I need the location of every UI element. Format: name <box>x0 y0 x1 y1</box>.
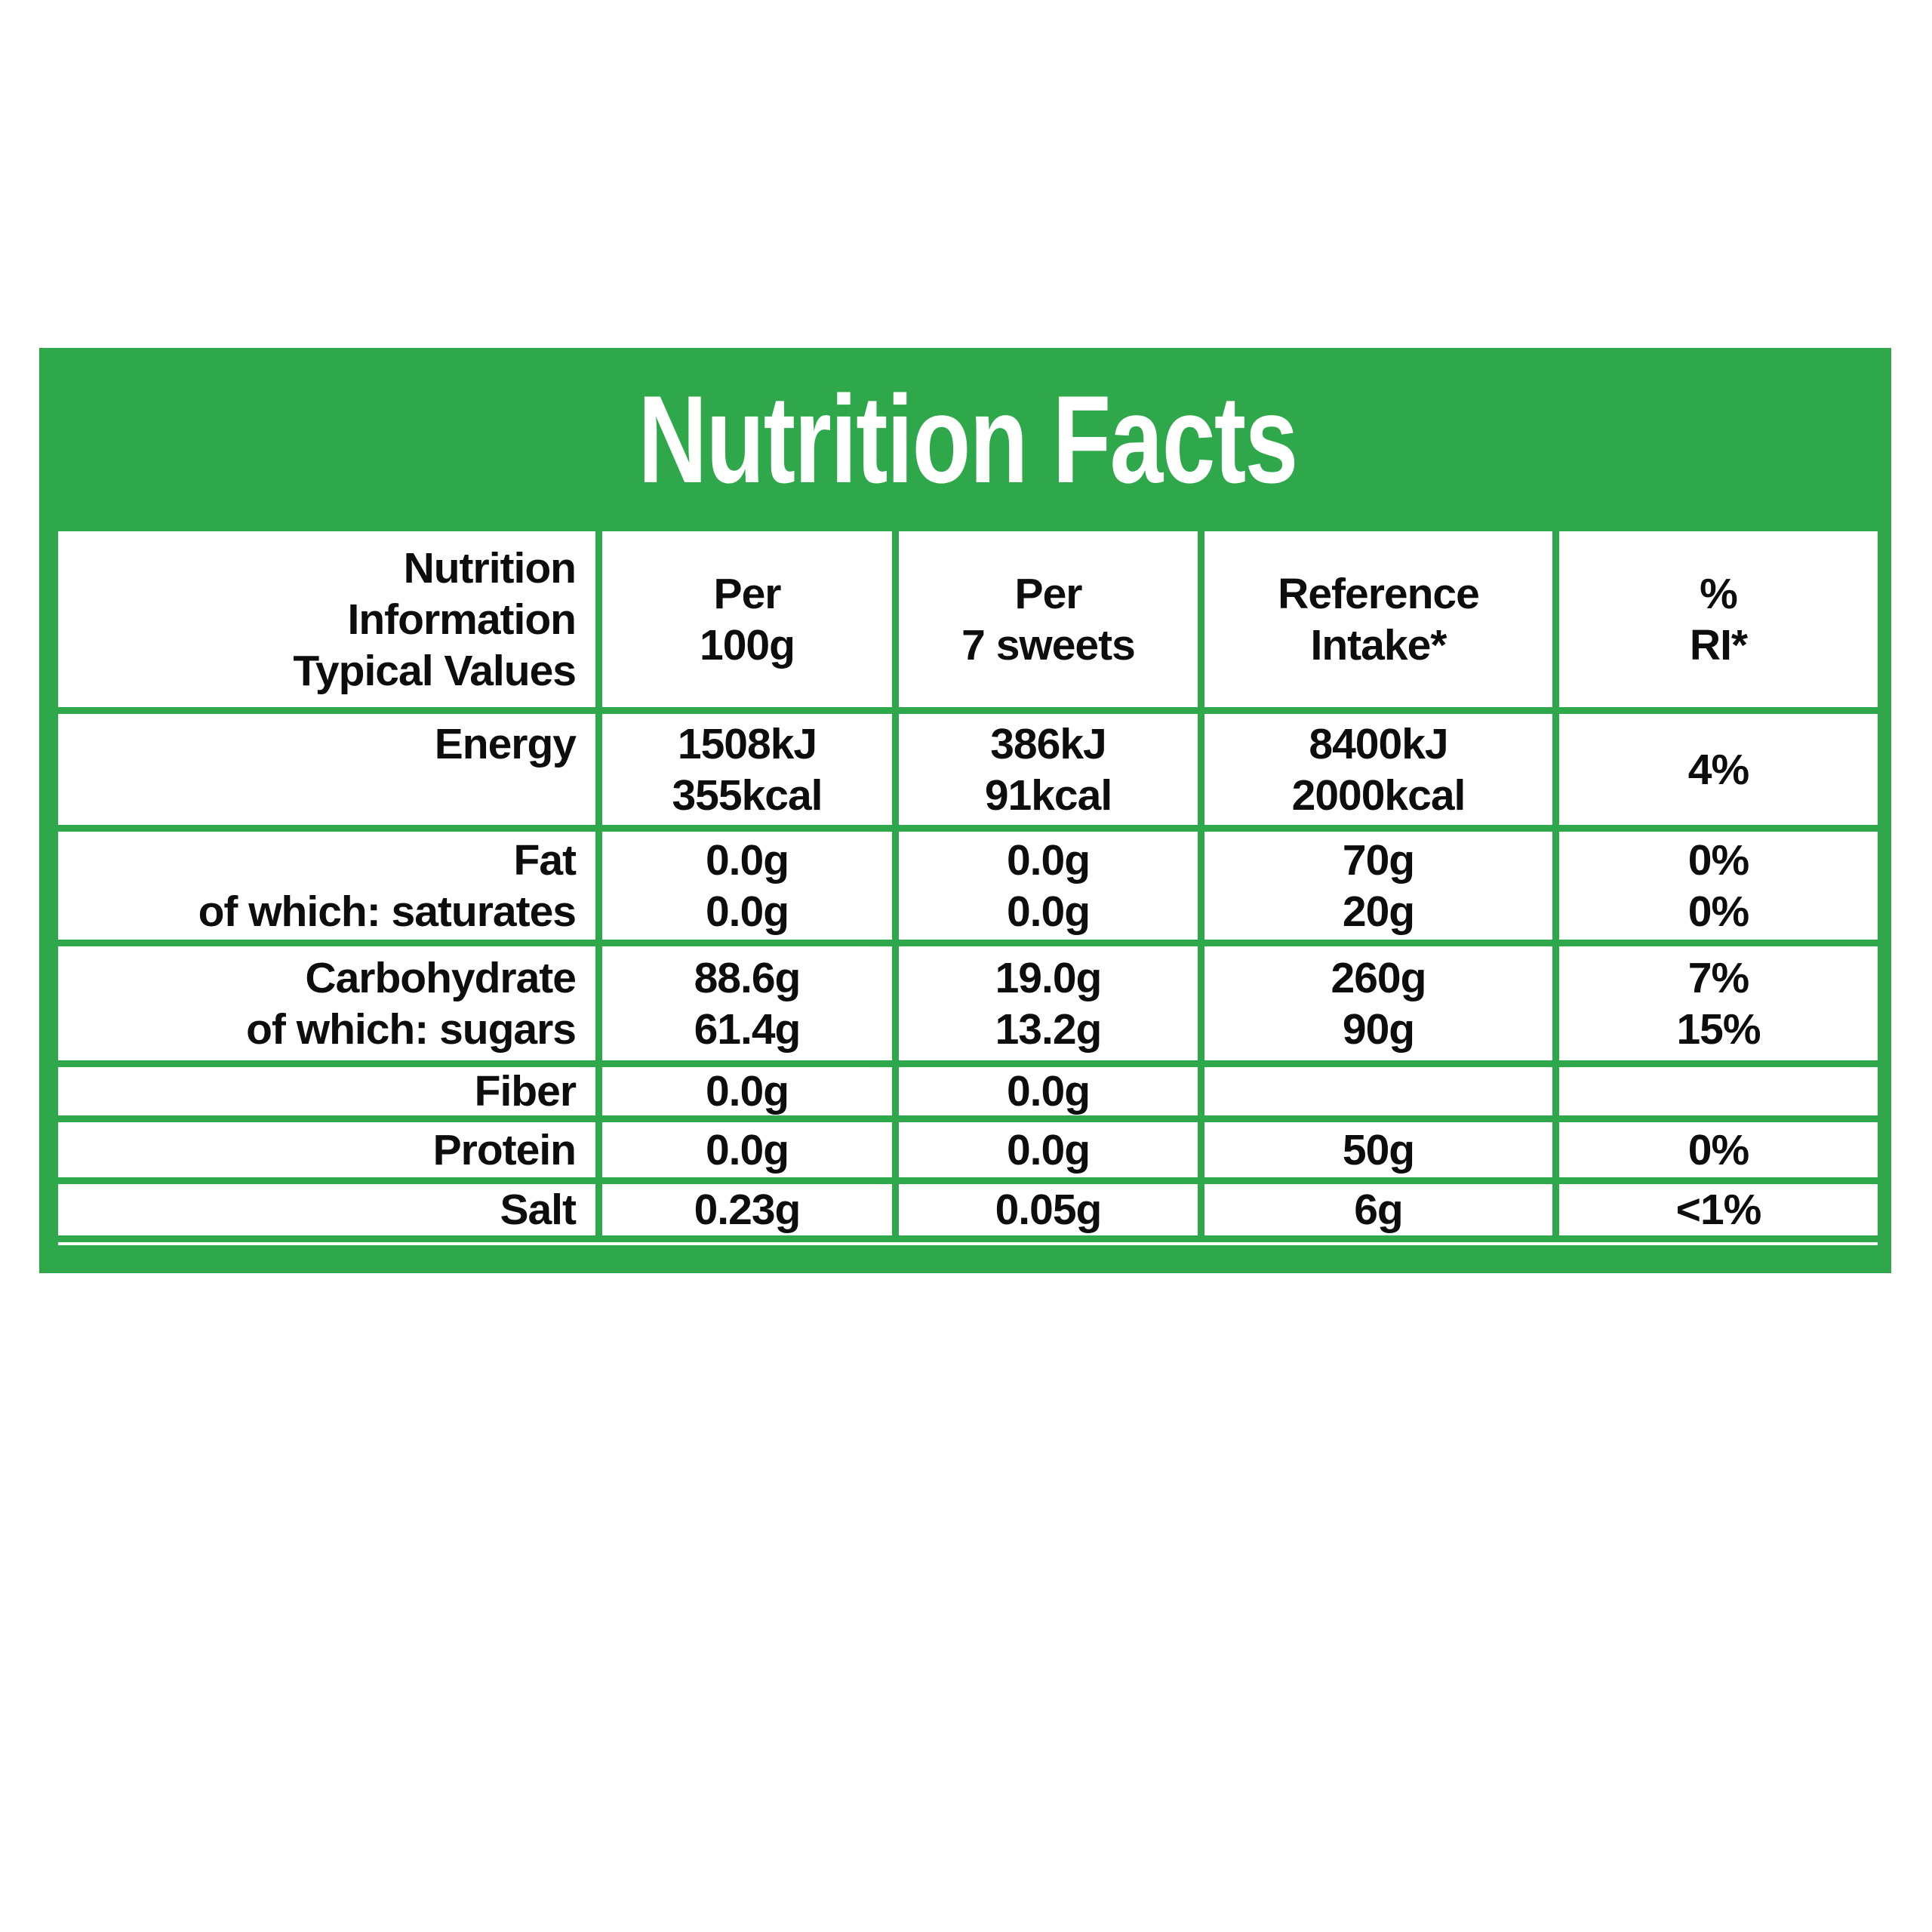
fat-saturates-label: of which: saturates <box>198 887 577 936</box>
fat-ri-cell: 0% 0% <box>1559 832 1878 940</box>
fat-label: Fat <box>513 835 577 884</box>
salt-reference-cell: 6g <box>1204 1184 1552 1235</box>
fat-reference-cell: 70g 20g <box>1204 832 1552 940</box>
header-perserving-line1: Per <box>1014 569 1083 618</box>
salt-perserving-cell: 0.05g <box>899 1184 1198 1235</box>
header-label-line2: Information <box>347 595 577 644</box>
energy-ri-value: 4% <box>1687 745 1749 794</box>
header-label-line3: Typical Values <box>293 646 577 695</box>
salt-ri-cell: <1% <box>1559 1184 1878 1235</box>
carbohydrate-perserving-cell: 19.0g 13.2g <box>899 946 1198 1060</box>
row-fiber: Fiber 0.0g 0.0g <box>58 1067 1878 1115</box>
saturates-ri-value: 0% <box>1687 887 1749 936</box>
header-ri-cell: % RI* <box>1559 531 1878 707</box>
saturates-reference-value: 20g <box>1342 887 1415 936</box>
energy-perserving-kj: 386kJ <box>990 719 1107 768</box>
saturates-perserving-value: 0.0g <box>1006 887 1091 936</box>
carbohydrate-per100g-cell: 88.6g 61.4g <box>602 946 892 1060</box>
carbohydrate-reference-value: 260g <box>1331 953 1427 1002</box>
row-energy: Energy 1508kJ 355kcal 386kJ 91kcal 8400k… <box>58 714 1878 825</box>
row-salt: Salt 0.23g 0.05g 6g <1% <box>58 1184 1878 1235</box>
header-reference-line1: Reference <box>1278 569 1480 618</box>
fat-reference-value: 70g <box>1342 835 1415 884</box>
header-label-line1: Nutrition <box>403 543 577 592</box>
protein-ri-cell: 0% <box>1559 1122 1878 1177</box>
energy-reference-cell: 8400kJ 2000kcal <box>1204 714 1552 825</box>
energy-ri-cell: 4% <box>1559 714 1878 825</box>
bottom-white-gap <box>58 1242 1878 1245</box>
fiber-per100g-value: 0.0g <box>705 1067 789 1115</box>
fat-perserving-value: 0.0g <box>1006 835 1091 884</box>
nutrition-facts-label: Nutrition Facts Nutrition Information Ty… <box>39 348 1891 1273</box>
carbohydrate-label: Carbohydrate <box>305 953 577 1002</box>
protein-reference-cell: 50g <box>1204 1122 1552 1177</box>
energy-per100g-kj: 1508kJ <box>677 719 817 768</box>
salt-label-cell: Salt <box>58 1184 595 1235</box>
salt-reference-value: 6g <box>1354 1186 1404 1234</box>
fiber-reference-cell <box>1204 1067 1552 1115</box>
header-reference-cell: Reference Intake* <box>1204 531 1552 707</box>
protein-per100g-cell: 0.0g <box>602 1122 892 1177</box>
header-perserving-line2: 7 sweets <box>961 620 1136 669</box>
energy-reference-kcal: 2000kcal <box>1291 771 1466 820</box>
energy-perserving-cell: 386kJ 91kcal <box>899 714 1198 825</box>
protein-per100g-value: 0.0g <box>705 1125 789 1174</box>
header-ri-line2: RI* <box>1689 620 1748 669</box>
protein-ri-value: 0% <box>1687 1125 1749 1174</box>
protein-label: Protein <box>432 1125 577 1174</box>
fiber-ri-cell <box>1559 1067 1878 1115</box>
label-title-text: Nutrition Facts <box>638 370 1299 509</box>
carbohydrate-reference-cell: 260g 90g <box>1204 946 1552 1060</box>
sugars-perserving-value: 13.2g <box>995 1004 1103 1054</box>
nutrition-table: Nutrition Information Typical Values Per… <box>58 531 1878 1245</box>
fat-ri-value: 0% <box>1687 835 1749 884</box>
fiber-label: Fiber <box>474 1067 577 1115</box>
energy-perserving-kcal: 91kcal <box>984 771 1112 820</box>
sugars-per100g-value: 61.4g <box>694 1004 801 1054</box>
protein-reference-value: 50g <box>1342 1125 1415 1174</box>
fiber-per100g-cell: 0.0g <box>602 1067 892 1115</box>
header-perserving-cell: Per 7 sweets <box>899 531 1198 707</box>
row-fat: Fat of which: saturates 0.0g 0.0g 0.0g 0… <box>58 832 1878 940</box>
sugars-reference-value: 90g <box>1342 1004 1415 1054</box>
header-per100g-line2: 100g <box>700 620 795 669</box>
salt-per100g-cell: 0.23g <box>602 1184 892 1235</box>
carbohydrate-per100g-value: 88.6g <box>694 953 801 1002</box>
fiber-perserving-value: 0.0g <box>1006 1067 1091 1115</box>
fat-per100g-value: 0.0g <box>705 835 789 884</box>
header-ri-line1: % <box>1700 569 1738 618</box>
header-row: Nutrition Information Typical Values Per… <box>58 531 1878 707</box>
energy-reference-kj: 8400kJ <box>1309 719 1448 768</box>
fiber-label-cell: Fiber <box>58 1067 595 1115</box>
energy-per100g-kcal: 355kcal <box>672 771 823 820</box>
protein-perserving-cell: 0.0g <box>899 1122 1198 1177</box>
fat-label-cell: Fat of which: saturates <box>58 832 595 940</box>
energy-per100g-cell: 1508kJ 355kcal <box>602 714 892 825</box>
protein-label-cell: Protein <box>58 1122 595 1177</box>
salt-perserving-value: 0.05g <box>995 1186 1103 1234</box>
row-protein: Protein 0.0g 0.0g 50g 0% <box>58 1122 1878 1177</box>
energy-label: Energy <box>434 720 577 768</box>
carbohydrate-ri-value: 7% <box>1687 953 1749 1002</box>
sugars-ri-value: 15% <box>1676 1004 1761 1054</box>
salt-ri-value: <1% <box>1675 1186 1762 1234</box>
saturates-per100g-value: 0.0g <box>705 887 789 936</box>
fat-perserving-cell: 0.0g 0.0g <box>899 832 1198 940</box>
carbohydrate-perserving-value: 19.0g <box>995 953 1103 1002</box>
carbohydrate-ri-cell: 7% 15% <box>1559 946 1878 1060</box>
carbohydrate-label-cell: Carbohydrate of which: sugars <box>58 946 595 1060</box>
sugars-label: of which: sugars <box>246 1004 577 1054</box>
salt-per100g-value: 0.23g <box>694 1186 801 1234</box>
protein-perserving-value: 0.0g <box>1006 1125 1091 1174</box>
header-per100g-line1: Per <box>713 569 782 618</box>
energy-label-cell: Energy <box>58 714 595 825</box>
fat-per100g-cell: 0.0g 0.0g <box>602 832 892 940</box>
row-carbohydrate: Carbohydrate of which: sugars 88.6g 61.4… <box>58 946 1878 1060</box>
label-title: Nutrition Facts <box>58 348 1878 531</box>
header-per100g-cell: Per 100g <box>602 531 892 707</box>
fiber-perserving-cell: 0.0g <box>899 1067 1198 1115</box>
header-label-cell: Nutrition Information Typical Values <box>58 531 595 707</box>
header-reference-line2: Intake* <box>1310 620 1447 669</box>
salt-label: Salt <box>500 1186 577 1234</box>
